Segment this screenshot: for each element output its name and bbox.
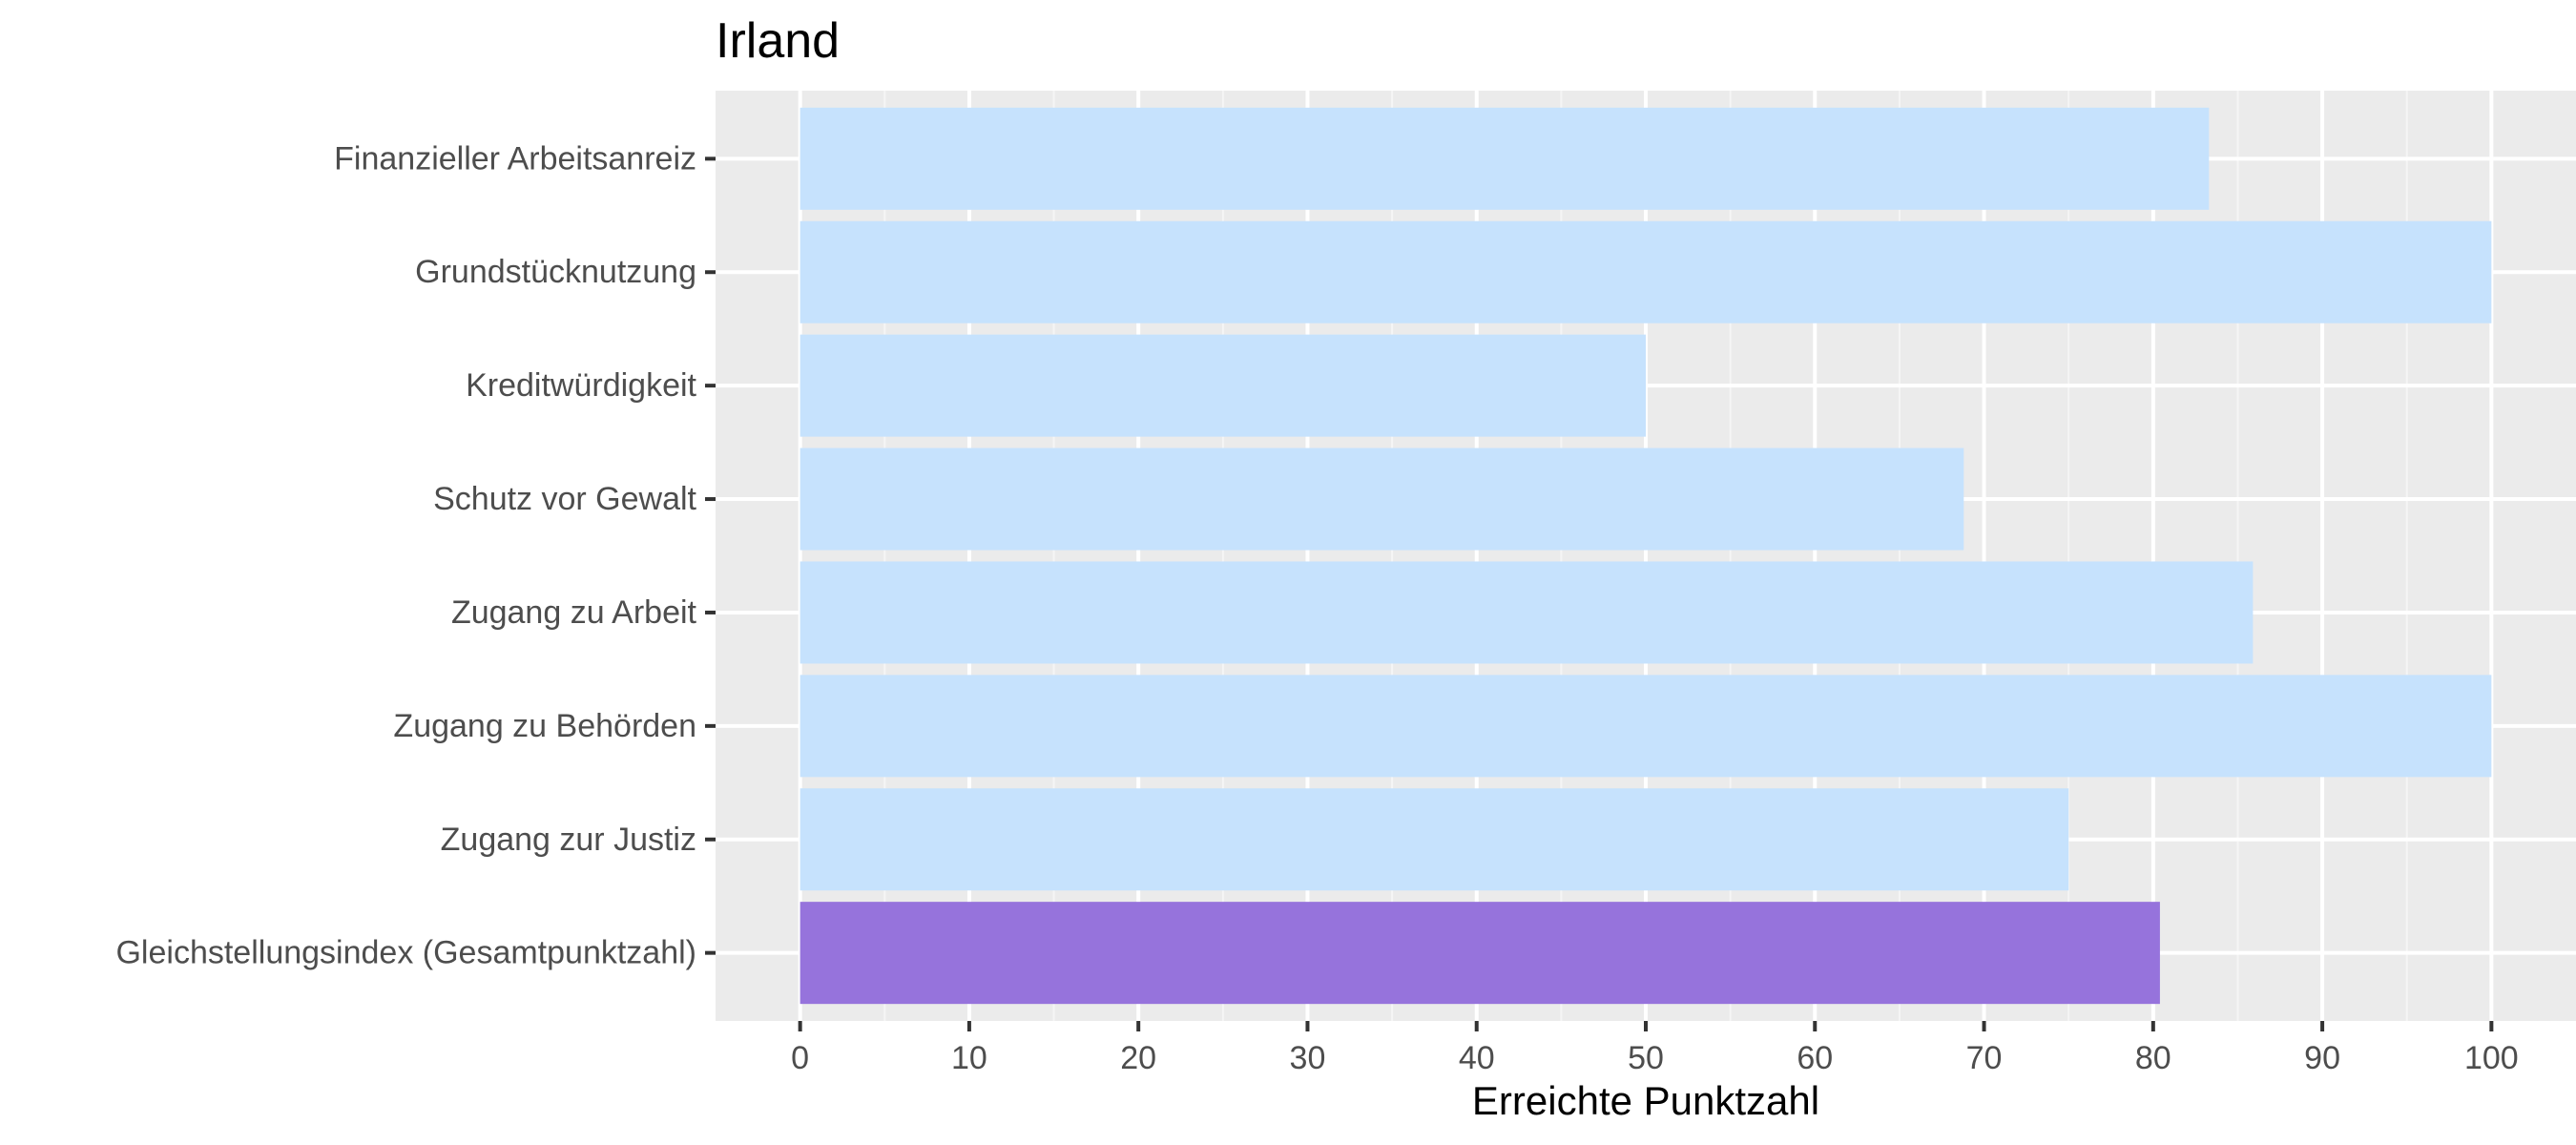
x-tick-label: 50 (1628, 1040, 1664, 1076)
bar-1 (800, 107, 2210, 210)
y-axis: Finanzieller Arbeitsanreiz Grundstücknutz… (115, 140, 716, 971)
y-tick-label: Finanzieller Arbeitsanreiz (334, 140, 696, 177)
x-axis-title: Erreichte Punktzahl (1472, 1078, 1819, 1123)
y-tick-label: Schutz vor Gewalt (433, 481, 696, 517)
bar-8 (800, 902, 2160, 1005)
x-tick-label: 70 (1966, 1040, 2003, 1076)
y-tick-label: Zugang zu Arbeit (451, 594, 697, 631)
y-tick-label: Grundstücknutzung (415, 254, 696, 290)
bar-3 (800, 334, 1646, 437)
bar-4 (800, 448, 1964, 551)
y-tick-label: Zugang zur Justiz (441, 822, 696, 858)
x-tick-label: 30 (1290, 1040, 1326, 1076)
x-tick-label: 60 (1797, 1040, 1833, 1076)
x-tick-label: 80 (2135, 1040, 2171, 1076)
bar-5 (800, 561, 2254, 664)
y-tick-label: Kreditwürdigkeit (466, 367, 696, 404)
x-axis: 0 10 20 30 40 50 60 70 80 90 100 (791, 1021, 2519, 1076)
x-tick-label: 20 (1120, 1040, 1156, 1076)
x-tick-label: 100 (2464, 1040, 2519, 1076)
bar-6 (800, 675, 2492, 778)
bars (800, 107, 2492, 1005)
bar-2 (800, 220, 2492, 323)
chart-title: Irland (716, 13, 840, 69)
bar-7 (800, 788, 2069, 891)
x-tick-label: 0 (791, 1040, 809, 1076)
y-tick-label: Zugang zu Behörden (393, 708, 696, 744)
y-tick-label: Gleichstellungsindex (Gesamtpunktzahl) (115, 935, 696, 971)
x-tick-label: 90 (2304, 1040, 2340, 1076)
x-tick-label: 10 (951, 1040, 987, 1076)
x-tick-label: 40 (1459, 1040, 1495, 1076)
